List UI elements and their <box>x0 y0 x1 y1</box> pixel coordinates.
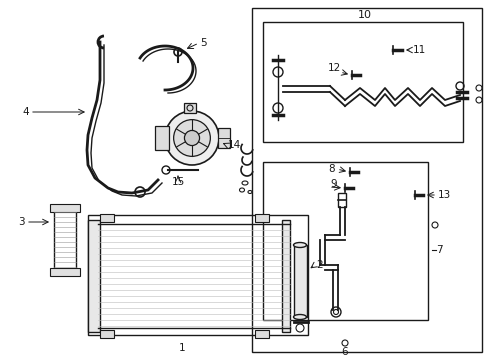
Text: 14: 14 <box>227 140 241 150</box>
Text: 4: 4 <box>22 107 29 117</box>
Bar <box>293 245 306 317</box>
Bar <box>263 22 462 142</box>
Bar <box>88 220 100 332</box>
Bar <box>251 8 481 352</box>
Text: 8: 8 <box>327 164 334 174</box>
Bar <box>54 208 76 270</box>
Bar <box>88 215 307 335</box>
Text: 2: 2 <box>315 260 322 270</box>
Text: 1: 1 <box>178 343 185 353</box>
Text: 3: 3 <box>18 217 24 227</box>
Text: 12: 12 <box>327 63 341 73</box>
Bar <box>254 330 268 338</box>
Bar <box>50 268 80 276</box>
Bar <box>155 126 169 150</box>
Text: 11: 11 <box>412 45 426 55</box>
Bar <box>337 193 346 207</box>
Circle shape <box>164 111 219 165</box>
Bar <box>218 128 229 148</box>
Bar <box>254 214 268 222</box>
Bar <box>50 204 80 212</box>
Text: 10: 10 <box>357 10 371 20</box>
Bar <box>263 162 427 320</box>
Bar <box>100 330 114 338</box>
Bar <box>183 103 196 113</box>
Text: 9: 9 <box>329 179 336 189</box>
Text: 5: 5 <box>200 38 206 48</box>
Bar <box>100 214 114 222</box>
Bar <box>282 220 289 332</box>
Text: 7: 7 <box>435 245 442 255</box>
Text: 15: 15 <box>171 177 184 187</box>
Text: 13: 13 <box>437 190 450 200</box>
Ellipse shape <box>293 315 306 320</box>
Ellipse shape <box>293 243 306 248</box>
Circle shape <box>173 120 210 156</box>
Circle shape <box>184 130 199 145</box>
Text: 6: 6 <box>341 347 347 357</box>
